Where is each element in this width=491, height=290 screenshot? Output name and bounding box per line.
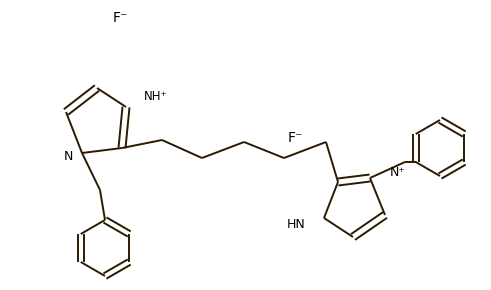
Text: N⁺: N⁺	[390, 166, 406, 179]
Text: N: N	[63, 151, 73, 164]
Text: F⁻: F⁻	[287, 131, 302, 145]
Text: F⁻: F⁻	[112, 11, 128, 25]
Text: NH⁺: NH⁺	[144, 90, 167, 104]
Text: HN: HN	[287, 218, 306, 231]
